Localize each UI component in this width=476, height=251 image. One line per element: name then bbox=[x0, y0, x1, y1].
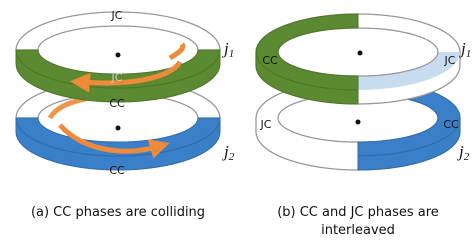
ring-index: 1 bbox=[229, 48, 235, 60]
label: CC bbox=[262, 54, 278, 67]
page: JC JC CC CC j1 j2 CC JC JC CC j1 j2 (a) … bbox=[0, 0, 476, 251]
label: CC bbox=[443, 118, 459, 131]
figure: JC JC CC CC j1 j2 CC JC JC CC j1 j2 bbox=[0, 0, 476, 200]
ring-index: 1 bbox=[466, 48, 472, 60]
label: JC bbox=[111, 9, 123, 22]
label: JC bbox=[444, 54, 456, 67]
caption: (b) CC and JC phases are interleaved bbox=[268, 204, 448, 240]
ring-b-top bbox=[256, 14, 460, 104]
ring-label: j2 bbox=[222, 142, 235, 163]
ring-label: j1 bbox=[222, 39, 234, 60]
label: CC bbox=[109, 97, 125, 110]
ghost-label: JC bbox=[111, 71, 123, 84]
ring-index: 2 bbox=[464, 151, 470, 163]
label: CC bbox=[109, 164, 125, 177]
ring-label: j1 bbox=[459, 39, 471, 60]
ring-label: j2 bbox=[457, 142, 470, 163]
ring-a-top bbox=[16, 12, 220, 102]
caption: (a) CC phases are colliding bbox=[8, 204, 228, 222]
ring-index: 2 bbox=[229, 151, 235, 163]
label: JC bbox=[260, 118, 272, 131]
